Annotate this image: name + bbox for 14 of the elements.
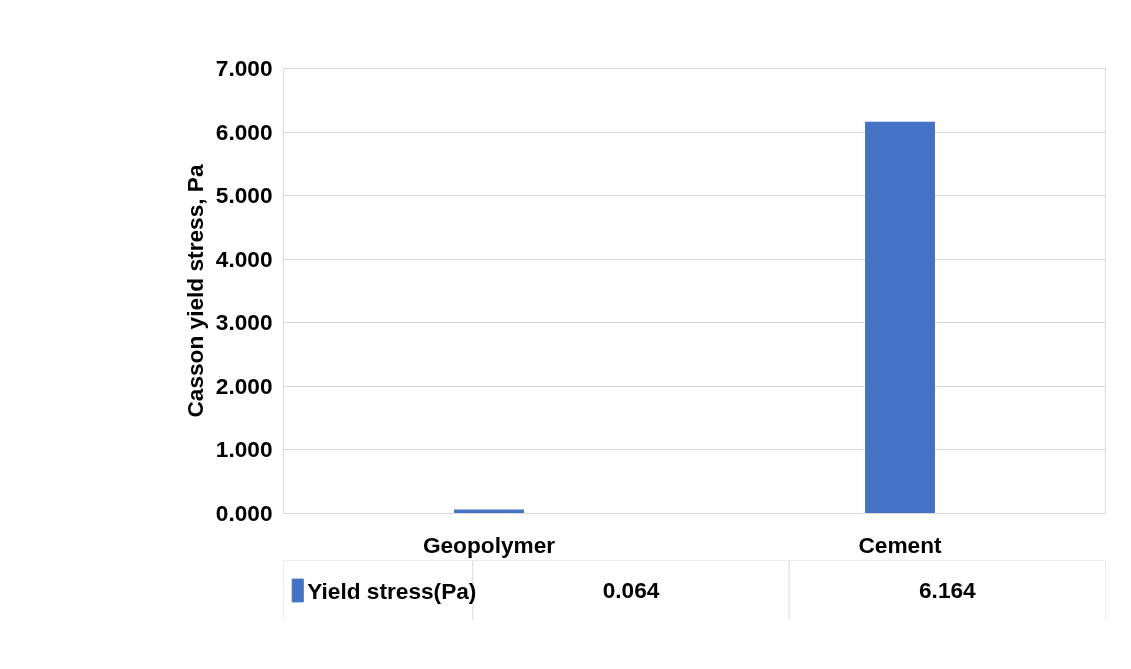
x-tick-label: Geopolymer [422,531,556,558]
y-tick-label: 6.000 [215,118,273,145]
y-tick-label: 5.000 [215,182,273,209]
data-label: 6.164 [918,577,977,603]
legend-label: Yield stress(Pa) [307,577,477,604]
y-tick-label: 2.000 [215,372,273,399]
y-tick-label: 7.000 [215,55,273,81]
y-tick-label: 1.000 [215,436,273,463]
data-label: 0.064 [602,577,660,603]
y-axis-title: Casson yield stress, Pa [181,164,208,418]
y-tick-label: 0.000 [215,500,273,526]
x-tick-label: Cement [858,531,942,558]
y-tick-label: 4.000 [215,245,273,272]
y-tick-label: 3.000 [215,309,273,336]
